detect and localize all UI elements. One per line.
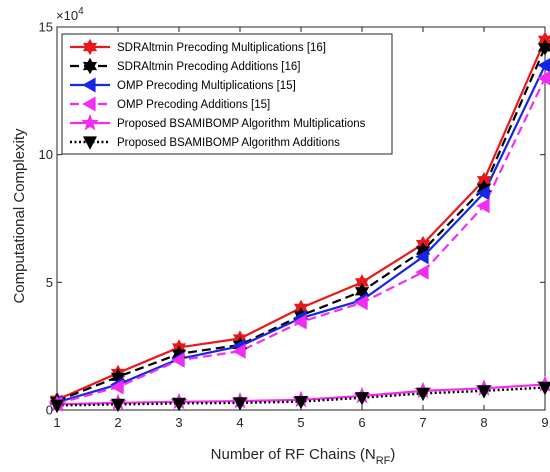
data-point bbox=[415, 264, 429, 280]
x-tick-label: 4 bbox=[236, 415, 243, 430]
legend-label: SDRAltmin Precoding Multiplications [16] bbox=[117, 42, 326, 54]
legend-box bbox=[61, 33, 393, 155]
data-point bbox=[232, 343, 246, 359]
data-point bbox=[233, 397, 247, 411]
legend-entry: Proposed BSAMIBOMP Algorithm Multiplicat… bbox=[70, 113, 366, 131]
data-point bbox=[476, 198, 490, 214]
data-point bbox=[476, 185, 490, 201]
data-point bbox=[538, 381, 550, 396]
legend-marker bbox=[82, 38, 98, 56]
data-point bbox=[110, 379, 124, 395]
legend-label: OMP Precoding Multiplications [15] bbox=[117, 80, 296, 92]
x-tick-label: 7 bbox=[419, 415, 426, 430]
data-point bbox=[416, 387, 430, 402]
legend-entry: OMP Precoding Multiplications [15] bbox=[70, 77, 296, 93]
x-tick-labels: 1 2 3 4 5 6 7 8 9 bbox=[53, 415, 548, 430]
legend-marker bbox=[81, 113, 99, 131]
legend-label: Proposed BSAMIBOMP Algorithm Additions bbox=[117, 137, 340, 149]
legend-label: SDRAltmin Precoding Additions [16] bbox=[117, 61, 300, 73]
data-point bbox=[537, 58, 550, 73]
x-tick-label: 2 bbox=[114, 415, 121, 430]
x-axis-label-main: Number of RF Chains (N bbox=[211, 446, 376, 463]
x-tick-label: 3 bbox=[175, 415, 182, 430]
y-axis-label: Computational Complexity bbox=[11, 128, 28, 304]
y-tick-label: 15 bbox=[39, 20, 53, 35]
y-tick-labels: 0 5 10 15 bbox=[39, 20, 53, 418]
data-point bbox=[354, 295, 368, 311]
y-multiplier: ×104 bbox=[56, 6, 84, 23]
data-point bbox=[111, 398, 125, 413]
x-tick-label: 6 bbox=[358, 415, 365, 430]
legend-entry: OMP Precoding Additions [15] bbox=[70, 96, 270, 112]
x-tick-label: 9 bbox=[541, 415, 548, 430]
plot-area bbox=[48, 26, 550, 414]
legend-marker bbox=[82, 77, 96, 93]
legend-label: OMP Precoding Additions [15] bbox=[117, 99, 270, 111]
x-axis-label-subscript: RF bbox=[376, 455, 391, 467]
legend-marker bbox=[83, 136, 97, 150]
data-point bbox=[537, 39, 550, 56]
x-tick-label: 1 bbox=[53, 415, 60, 430]
data-point bbox=[294, 395, 308, 410]
data-point bbox=[172, 397, 186, 412]
y-tick-label: 10 bbox=[39, 147, 53, 162]
legend-entry: SDRAltmin Precoding Additions [16] bbox=[70, 57, 300, 75]
x-tick-label: 8 bbox=[480, 415, 487, 430]
series-6-markers bbox=[50, 381, 550, 414]
x-axis-label: Number of RF Chains (NRF) bbox=[211, 446, 396, 467]
data-point bbox=[477, 385, 491, 399]
data-point bbox=[355, 392, 369, 406]
legend: SDRAltmin Precoding Multiplications [16]… bbox=[61, 33, 393, 155]
x-tick-label: 5 bbox=[297, 415, 304, 430]
y-tick-label: 5 bbox=[46, 275, 53, 290]
legend-entry: SDRAltmin Precoding Multiplications [16] bbox=[70, 38, 326, 56]
y-multiplier-exponent: 4 bbox=[78, 6, 84, 17]
x-axis-label-close: ) bbox=[390, 446, 395, 463]
legend-marker bbox=[82, 57, 98, 75]
legend-marker bbox=[82, 96, 96, 112]
data-point bbox=[171, 352, 185, 368]
y-tick-label: 0 bbox=[46, 403, 53, 418]
data-point bbox=[537, 70, 550, 86]
data-point bbox=[293, 314, 307, 330]
data-point bbox=[50, 399, 64, 414]
legend-label: Proposed BSAMIBOMP Algorithm Multiplicat… bbox=[117, 118, 366, 130]
y-multiplier-base: ×10 bbox=[56, 8, 78, 23]
data-point bbox=[415, 249, 429, 265]
legend-entry: Proposed BSAMIBOMP Algorithm Additions bbox=[70, 136, 340, 150]
